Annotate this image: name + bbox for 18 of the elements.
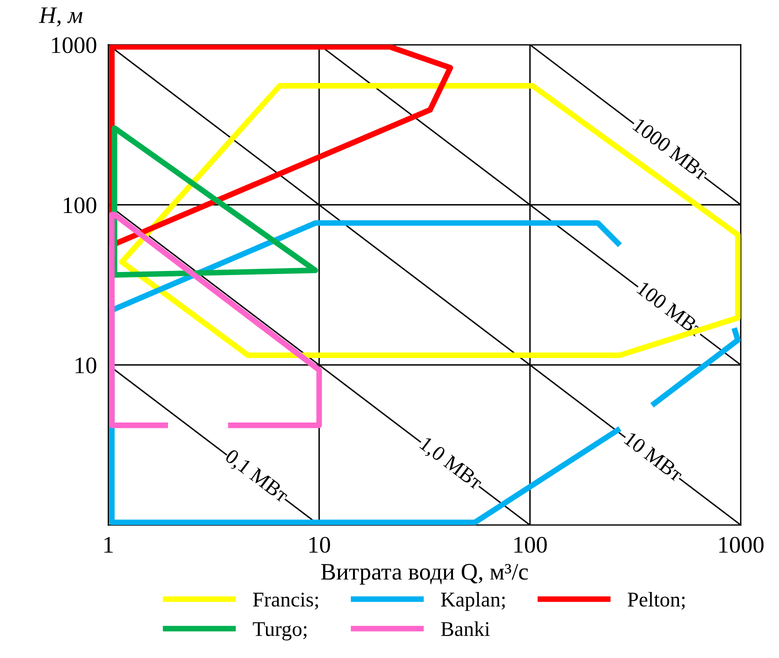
legend-label: Francis; — [253, 592, 318, 610]
x-tick-label: 100 — [514, 536, 547, 553]
y-tick-label: 100 — [64, 197, 96, 214]
text: 1,0 МВт — [417, 436, 484, 493]
y-tick-label: 10 — [76, 357, 96, 374]
x-axis-title: Витрата води Q, м³/с — [321, 564, 528, 585]
x-tick-label: 1 — [104, 536, 113, 553]
x-tick-label: 10 — [309, 536, 330, 553]
text: 10 МВт — [624, 431, 684, 482]
text: 1000 МВт — [632, 118, 710, 182]
x-tick-label: 1000 — [719, 536, 764, 553]
text: 0,1 МВт — [222, 448, 290, 506]
y-axis-title: H, м — [38, 7, 82, 27]
y-tick-label: 1000 — [52, 37, 96, 54]
legend-label: Banki — [441, 621, 490, 636]
legend-label: Kaplan; — [441, 592, 505, 611]
legend-label: Turgo; — [252, 622, 306, 640]
legend-label: Pelton; — [628, 592, 685, 610]
